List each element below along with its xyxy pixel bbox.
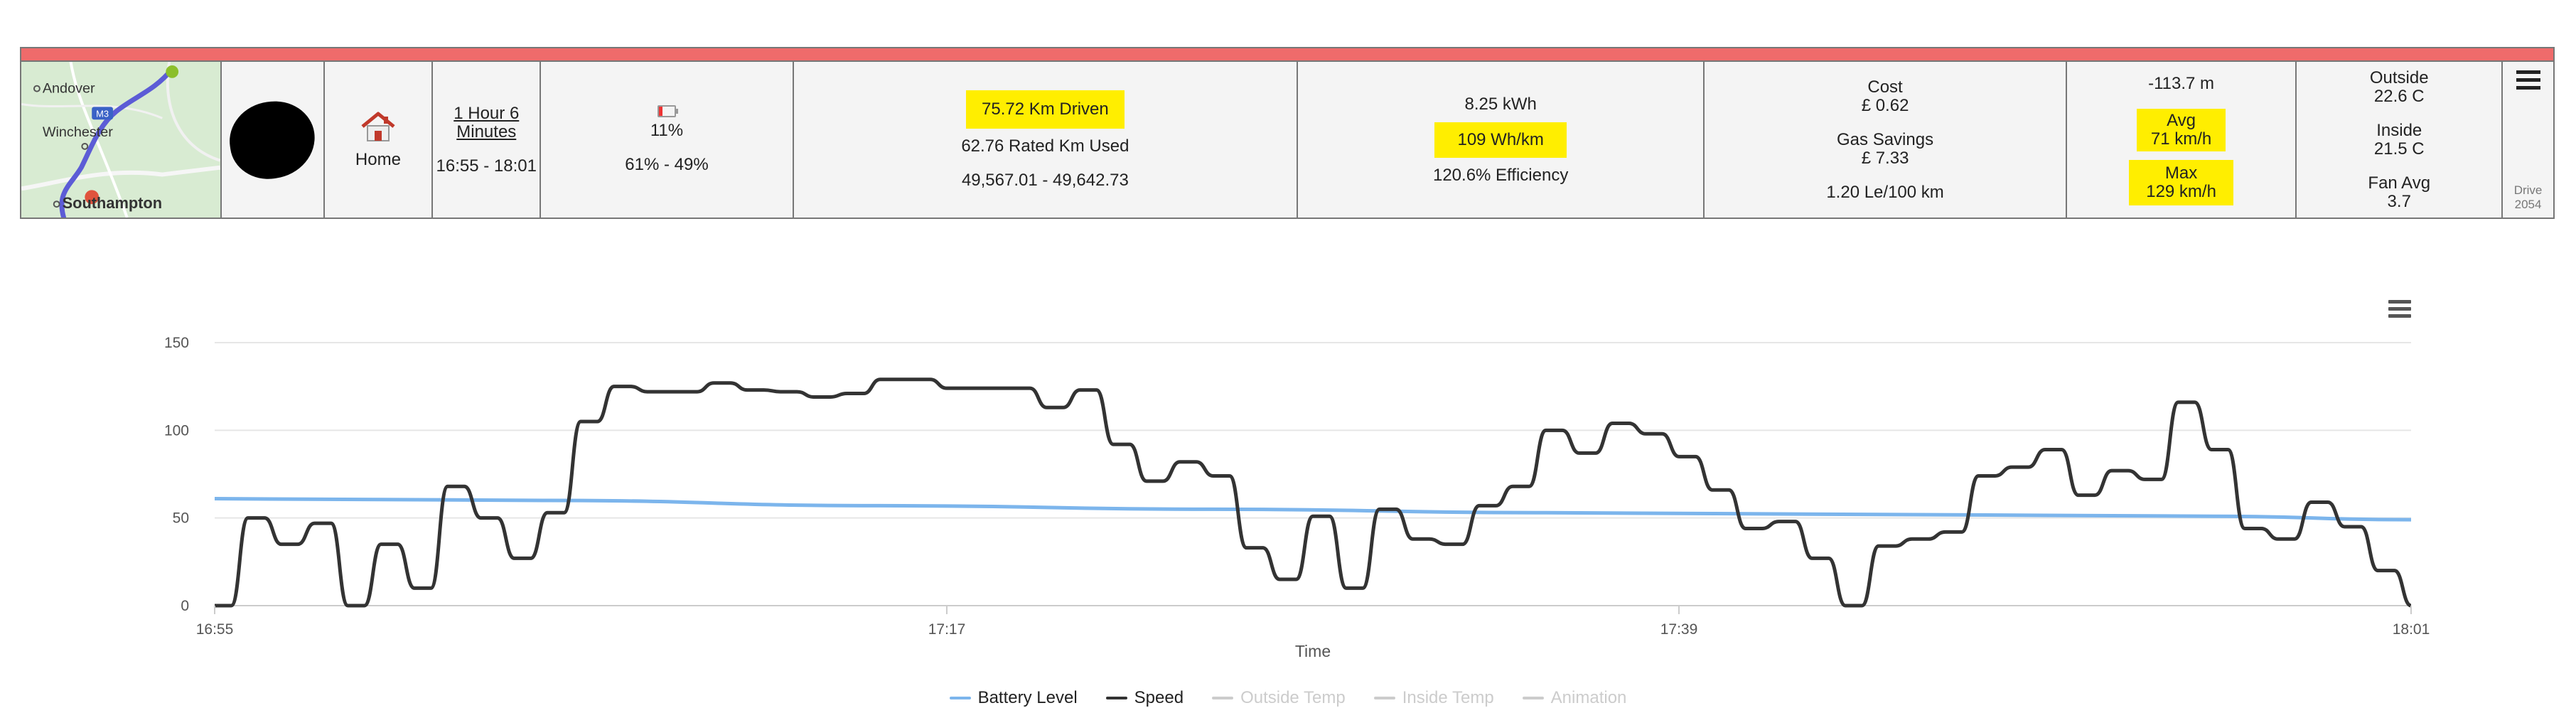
inside-temp-label: Inside (2376, 120, 2422, 140)
x-tick-label: 17:39 (1660, 621, 1698, 638)
consumption-rate: 109 Wh/km (1434, 122, 1567, 158)
distance-driven: 75.72 Km Driven (966, 90, 1125, 129)
location-label: Home (355, 149, 401, 169)
start-marker-icon (166, 65, 179, 78)
legend-item-inside-temp[interactable]: Inside Temp (1373, 688, 1494, 708)
y-tick-label: 0 (181, 598, 189, 614)
series-line-battery-level[interactable] (214, 497, 2412, 522)
map-label-andover: Andover (43, 81, 95, 97)
motorway-badge (92, 107, 113, 120)
time-range: 16:55 - 18:01 (436, 156, 537, 176)
route-map-thumbnail[interactable]: M3 Andover Winchester Southampton (21, 62, 222, 218)
cost-value: £ 0.62 (1861, 95, 1909, 115)
efficiency: 120.6% Efficiency (1432, 165, 1569, 185)
map-label-southampton: Southampton (63, 194, 162, 212)
odometer-range: 49,567.01 - 49,642.73 (961, 170, 1129, 190)
duration-link[interactable]: 1 Hour 6 Minutes (454, 103, 520, 141)
avg-speed-highlight: Avg 71 km/h (2136, 108, 2226, 151)
drive-summary-bar: M3 Andover Winchester Southampton (20, 47, 2555, 219)
avg-speed-label: Avg (2167, 110, 2196, 130)
gas-savings-title: Gas Savings (1837, 129, 1934, 149)
max-speed-value: 129 km/h (2146, 181, 2216, 201)
elevation-change: -113.7 m (2148, 73, 2215, 93)
map-label-winchester: Winchester (43, 124, 113, 140)
battery-range: 61% - 49% (625, 155, 709, 174)
x-tick-label: 16:55 (196, 621, 234, 638)
motorway-badge-label: M3 (96, 108, 109, 119)
legend-label: Outside Temp (1240, 688, 1346, 707)
legend-swatch (949, 697, 971, 699)
inside-temp-value: 21.5 C (2373, 139, 2425, 159)
legend-label: Battery Level (977, 688, 1078, 707)
end-marker-icon (85, 190, 100, 205)
y-tick-label: 50 (173, 510, 189, 527)
drive-label: Drive (2513, 183, 2543, 197)
route-map-svg: M3 Andover Winchester Southampton (21, 62, 220, 218)
outside-temp-label: Outside (2369, 68, 2429, 87)
cost-cell: Cost £ 0.62 Gas Savings £ 7.33 1.20 Le/1… (1705, 62, 2067, 218)
legend-item-animation[interactable]: Animation (1522, 688, 1627, 708)
legend-item-battery-level[interactable]: Battery Level (949, 688, 1078, 708)
max-speed-highlight: Max 129 km/h (2129, 159, 2233, 205)
x-tick-label: 18:01 (2393, 621, 2430, 638)
drive-chart: 0 50 100 150 16:55 17:17 17:39 18:01 Time Batte… (0, 270, 2576, 707)
chart-svg: 0 50 100 150 16:55 17:17 17:39 18:01 Time (164, 335, 2430, 660)
legend-swatch (1522, 697, 1544, 699)
y-tick-label: 150 (164, 335, 189, 351)
legend-label: Inside Temp (1402, 688, 1494, 707)
gas-savings-value: £ 7.33 (1861, 148, 1909, 168)
duration-cell: 1 Hour 6 Minutes 16:55 - 18:01 (433, 62, 542, 218)
legend-item-speed[interactable]: Speed (1105, 688, 1184, 708)
chart-legend: Battery Level Speed Outside Temp Inside Tem… (0, 688, 2576, 708)
fan-avg-label: Fan Avg (2368, 173, 2431, 193)
menu-icon[interactable] (2516, 70, 2540, 94)
legend-swatch (1105, 697, 1127, 699)
distance-cell: 75.72 Km Driven 62.76 Rated Km Used 49,5… (794, 62, 1298, 218)
temperature-cell: Outside 22.6 C Inside 21.5 C Fan Avg 3.7 (2297, 62, 2503, 218)
x-axis-title: Time (1295, 642, 1331, 660)
location-cell: Home (325, 62, 434, 218)
cost-title: Cost (1867, 77, 1903, 97)
battery-icon (657, 105, 678, 117)
avg-speed-value: 71 km/h (2150, 129, 2212, 149)
avatar (225, 95, 321, 184)
battery-cell: 11% 61% - 49% (541, 62, 794, 218)
legend-label: Speed (1134, 688, 1184, 707)
y-tick-label: 100 (164, 422, 189, 439)
summary-header-strip (21, 48, 2553, 62)
speed-cell: -113.7 m Avg 71 km/h Max 129 km/h (2067, 62, 2297, 218)
drive-number: 2054 (2514, 198, 2542, 211)
x-tick-label: 17:17 (928, 621, 966, 638)
series-line-speed[interactable] (215, 377, 2413, 608)
fan-avg-value: 3.7 (2387, 191, 2411, 211)
chart-context-menu-icon[interactable] (2388, 300, 2411, 321)
max-speed-label: Max (2164, 163, 2198, 183)
vehicle-avatar-cell (221, 62, 325, 218)
home-icon (361, 112, 395, 141)
energy-used: 8.25 kWh (1464, 94, 1537, 114)
rated-distance-used: 62.76 Rated Km Used (961, 136, 1129, 156)
legend-label: Animation (1550, 688, 1627, 707)
energy-cell: 8.25 kWh 109 Wh/km 120.6% Efficiency (1298, 62, 1705, 218)
legend-swatch (1373, 697, 1395, 699)
legend-swatch (1212, 697, 1234, 699)
legend-item-outside-temp[interactable]: Outside Temp (1212, 688, 1346, 708)
equivalent-consumption: 1.20 Le/100 km (1826, 182, 1944, 202)
battery-used-percent: 11% (650, 121, 684, 140)
drive-menu-cell: Drive 2054 (2503, 62, 2553, 218)
outside-temp-value: 22.6 C (2373, 86, 2425, 106)
